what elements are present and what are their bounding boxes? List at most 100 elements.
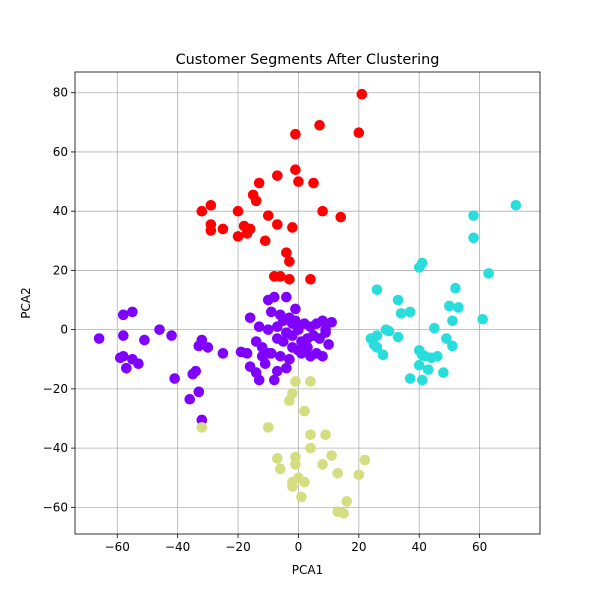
cluster-3-point (290, 376, 301, 387)
cluster-3-point (287, 481, 298, 492)
cluster-1-point (193, 386, 205, 398)
cluster-0-point (217, 223, 229, 235)
cluster-0-point (356, 88, 368, 100)
chart-title: Customer Segments After Clustering (176, 52, 440, 68)
cluster-1-point (166, 330, 177, 341)
x-tick-label: 60 (472, 540, 487, 554)
cluster-0-point (335, 211, 347, 223)
cluster-2-point (371, 284, 383, 295)
cluster-2-point (477, 313, 488, 325)
cluster-1-point (118, 351, 129, 362)
cluster-1-point (241, 348, 253, 359)
cluster-1-point (118, 330, 129, 341)
cluster-2-point (392, 294, 404, 306)
cluster-0-point (262, 210, 274, 221)
cluster-2-point (438, 367, 449, 378)
cluster-3-point (290, 459, 301, 470)
cluster-0-point (250, 195, 262, 207)
cluster-1-point (317, 351, 328, 362)
cluster-2-point (510, 199, 522, 211)
cluster-2-point (395, 308, 407, 319)
cluster-0-point (314, 120, 325, 131)
plot-frame (74, 71, 541, 535)
cluster-0-point (259, 235, 271, 247)
cluster-2-point (447, 340, 458, 352)
cluster-2-point (404, 373, 416, 384)
cluster-1-point (253, 374, 265, 386)
cluster-2-point (404, 306, 416, 318)
cluster-3-point (332, 467, 343, 479)
cluster-2-point (429, 322, 440, 334)
cluster-3-point (299, 476, 310, 488)
cluster-3-point (305, 376, 316, 387)
cluster-0-point (272, 170, 283, 181)
y-tick-label: −20 (43, 382, 68, 396)
cluster-2-point (377, 349, 389, 361)
cluster-0-point (317, 205, 328, 217)
cluster-3-point (296, 491, 307, 503)
cluster-1-point (262, 324, 274, 335)
cluster-2-point (383, 325, 395, 337)
y-tick-label: 60 (53, 145, 68, 159)
cluster-1-point (217, 348, 229, 359)
cluster-1-point (302, 342, 313, 353)
x-tick-label: −20 (225, 540, 250, 554)
cluster-1-point (121, 362, 132, 374)
cluster-1-point (133, 358, 144, 370)
cluster-2-point (444, 300, 455, 312)
cluster-3-point (359, 454, 371, 466)
cluster-3-point (305, 429, 316, 441)
y-tick-label: 40 (53, 204, 68, 218)
x-tick-label: −60 (105, 540, 130, 554)
cluster-1-point (290, 315, 301, 327)
cluster-0-point (290, 164, 301, 176)
cluster-1-point (127, 306, 138, 318)
cluster-1-point (275, 351, 286, 362)
cluster-0-point (290, 128, 301, 140)
cluster-3-point (284, 395, 295, 407)
cluster-2-point (413, 359, 425, 371)
cluster-3-point (353, 469, 365, 481)
y-axis-label: PCA2 (19, 287, 33, 318)
cluster-1-point (281, 291, 292, 303)
cluster-1-point (290, 303, 301, 315)
cluster-0-point (241, 228, 253, 239)
cluster-0-point (287, 222, 298, 233)
cluster-3-point (320, 429, 331, 441)
cluster-0-point (232, 231, 244, 242)
cluster-3-point (272, 453, 283, 464)
cluster-1-point (93, 333, 105, 344)
cluster-3-point (305, 442, 316, 454)
cluster-2-point (447, 315, 458, 327)
cluster-2-point (483, 268, 494, 279)
y-tick-label: −60 (43, 500, 68, 514)
y-tick-label: 0 (60, 323, 68, 337)
cluster-1-point (256, 351, 268, 362)
cluster-1-point (272, 321, 283, 332)
x-tick-label: 20 (351, 540, 366, 554)
x-tick-label: −40 (165, 540, 190, 554)
cluster-2-point (453, 302, 464, 313)
cluster-1-point (169, 373, 180, 384)
cluster-0-point (196, 205, 208, 217)
cluster-2-point (441, 333, 452, 344)
cluster-1-point (193, 340, 205, 352)
cluster-0-point (305, 274, 316, 285)
y-tick-label: −40 (43, 441, 68, 455)
cluster-1-point (265, 348, 277, 359)
cluster-2-point (450, 282, 461, 294)
cluster-2-point (413, 262, 425, 273)
cluster-1-point (118, 309, 129, 321)
cluster-0-point (353, 127, 365, 139)
cluster-1-point (278, 336, 289, 347)
cluster-0-point (284, 274, 295, 285)
cluster-3-point (299, 405, 310, 417)
cluster-0-point (232, 205, 244, 217)
x-axis-label: PCA1 (292, 563, 323, 577)
cluster-1-point (284, 353, 295, 365)
cluster-1-point (184, 393, 196, 405)
cluster-3-point (338, 507, 350, 519)
cluster-2-point (432, 351, 443, 362)
cluster-1-point (244, 312, 256, 324)
